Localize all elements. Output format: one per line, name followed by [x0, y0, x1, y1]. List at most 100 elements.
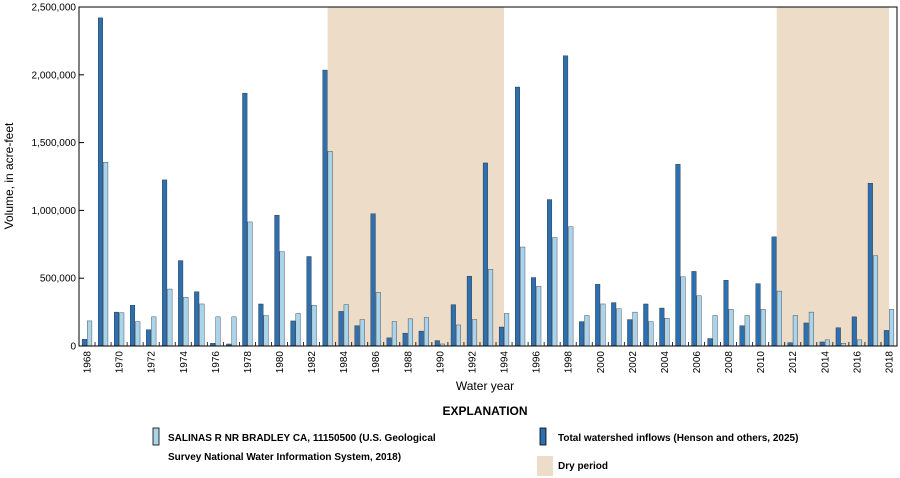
bar-salinas-1984 — [343, 304, 349, 347]
bar-inflows-1980 — [274, 214, 280, 347]
x-tick-label: 1972 — [147, 351, 158, 374]
bar-salinas-2018 — [889, 309, 895, 347]
bar-inflows-2011 — [771, 236, 777, 347]
bar-inflows-2015 — [835, 327, 841, 347]
bar-salinas-1982 — [311, 305, 317, 347]
x-tick-label: 2018 — [884, 351, 895, 374]
x-tick-label: 1976 — [211, 351, 222, 374]
bar-inflows-1987 — [386, 337, 392, 347]
x-tick-label: 1982 — [307, 351, 318, 374]
y-axis: 0 500,000 1,000,000 1,500,000 2,000,000 2,500… — [32, 3, 84, 353]
bar-inflows-2007 — [707, 338, 713, 347]
bar-salinas-2013 — [808, 311, 814, 347]
x-tick-label: 2016 — [852, 351, 863, 374]
bar-salinas-1998 — [568, 226, 574, 347]
bar-inflows-1984 — [338, 311, 344, 347]
bar-salinas-1974 — [183, 297, 189, 347]
legend-swatch-dry — [537, 456, 553, 476]
x-tick-label: 1992 — [467, 351, 478, 374]
bar-salinas-1983 — [327, 151, 333, 347]
y-tick-label: 2,500,000 — [32, 3, 77, 14]
bar-inflows-2006 — [691, 271, 697, 347]
legend-swatch-salinas — [152, 427, 160, 446]
bar-inflows-1988 — [402, 332, 408, 347]
x-tick-label: 2012 — [788, 351, 799, 374]
bar-inflows-2008 — [723, 280, 729, 347]
legend-label-salinas-line2: Survey National Water Information System… — [168, 452, 401, 463]
bar-salinas-2016 — [857, 339, 862, 347]
x-tick-label: 2010 — [756, 351, 767, 374]
explanation-title: EXPLANATION — [442, 404, 527, 418]
x-tick-label: 2004 — [660, 351, 671, 374]
bar-salinas-2000 — [600, 303, 606, 347]
bar-inflows-2009 — [739, 325, 745, 347]
bar-salinas-2007 — [712, 315, 718, 347]
bar-salinas-1977 — [231, 316, 237, 347]
bar-salinas-1997 — [552, 237, 558, 347]
plot-frame — [78, 6, 898, 347]
legend-label-dry: Dry period — [558, 461, 608, 472]
bar-salinas-1993 — [488, 269, 494, 347]
bar-inflows-1972 — [146, 329, 152, 347]
x-tick-label: 1978 — [243, 351, 254, 374]
x-tick-label: 2006 — [692, 351, 703, 374]
y-tick-label: 0 — [70, 342, 76, 353]
bar-inflows-1968 — [81, 339, 87, 347]
bar-salinas-1999 — [584, 315, 590, 347]
bar-inflows-1996 — [531, 277, 536, 347]
bar-salinas-2003 — [648, 321, 654, 347]
x-tick-label: 2008 — [724, 351, 735, 374]
bar-inflows-2000 — [595, 284, 601, 347]
x-tick-label: 2002 — [628, 351, 639, 374]
y-tick-label: 1,000,000 — [32, 206, 77, 217]
bar-salinas-2005 — [680, 276, 686, 347]
bar-inflows-1999 — [579, 321, 585, 347]
x-axis: 1968 1970 1972 1974 1976 1978 1980 1982 1984 1986… — [78, 342, 895, 374]
x-tick-label: 1998 — [564, 351, 575, 374]
bar-salinas-1973 — [167, 288, 173, 347]
bar-salinas-2011 — [776, 290, 782, 347]
bar-inflows-1986 — [370, 213, 376, 347]
bar-inflows-1997 — [547, 199, 553, 347]
x-tick-label: 1974 — [179, 351, 190, 374]
bar-inflows-2003 — [643, 303, 649, 347]
y-tick-label: 2,000,000 — [32, 70, 77, 81]
bar-inflows-1992 — [466, 275, 472, 347]
bar-inflows-1981 — [290, 320, 296, 347]
bar-salinas-1975 — [199, 303, 205, 347]
x-tick-label: 1984 — [339, 351, 350, 374]
bar-salinas-1996 — [536, 286, 542, 347]
x-tick-label: 1968 — [83, 351, 94, 374]
dry-periods — [327, 7, 889, 346]
bar-salinas-1986 — [375, 292, 381, 347]
bar-inflows-1982 — [306, 256, 312, 347]
bar-inflows-2005 — [675, 164, 681, 347]
y-axis-title: Volume, in acre-feet — [2, 122, 16, 229]
bar-inflows-2016 — [851, 316, 857, 347]
bar-inflows-1998 — [563, 55, 569, 347]
bar-salinas-1979 — [263, 315, 269, 347]
bar-salinas-1978 — [247, 221, 253, 347]
bar-inflows-1969 — [97, 17, 103, 347]
bar-inflows-1994 — [498, 326, 504, 347]
bar-salinas-1988 — [407, 318, 413, 347]
legend-label-inflows: Total watershed inflows (Henson and othe… — [558, 433, 798, 444]
bar-inflows-2001 — [611, 302, 617, 347]
bar-inflows-1993 — [482, 162, 488, 347]
bar-salinas-1970 — [119, 312, 125, 347]
bar-salinas-2006 — [696, 295, 702, 347]
bar-salinas-1976 — [215, 316, 221, 347]
bar-salinas-1968 — [87, 320, 93, 347]
bar-inflows-2013 — [803, 322, 809, 347]
bar-inflows-1974 — [178, 260, 184, 347]
bar-salinas-2012 — [792, 315, 798, 347]
bar-salinas-1995 — [520, 246, 526, 347]
legend-label-salinas-line1: SALINAS R NR BRADLEY CA, 11150500 (U.S. … — [168, 433, 436, 444]
bar-salinas-1994 — [504, 313, 510, 347]
bar-inflows-1985 — [354, 325, 360, 347]
bar-inflows-1979 — [258, 303, 264, 347]
bar-salinas-1992 — [472, 319, 478, 347]
bar-inflows-1971 — [130, 305, 136, 347]
bar-salinas-2010 — [760, 309, 766, 347]
bar-inflows-2017 — [867, 183, 873, 347]
